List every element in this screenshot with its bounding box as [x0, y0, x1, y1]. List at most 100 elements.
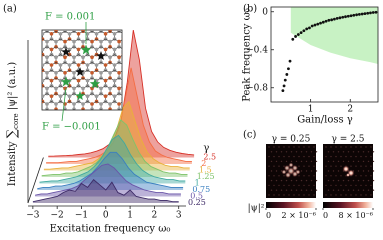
- stability-band: [290, 7, 378, 64]
- lattice-site: [308, 146, 310, 148]
- lattice-site: [27, 29, 31, 33]
- lattice-site: [283, 184, 285, 187]
- lattice-site: [158, 100, 162, 104]
- spectrum-area: [48, 30, 195, 158]
- lattice-site: [350, 184, 352, 187]
- lattice-site: [36, 55, 40, 59]
- lattice-bond: [72, 108, 75, 110]
- lattice-site: [347, 151, 350, 153]
- lattice-site: [310, 160, 313, 163]
- legend-entry: 1.5: [199, 166, 212, 175]
- lattice-site: [176, 115, 180, 119]
- lattice-bond: [160, 94, 165, 97]
- lattice-site: [72, 86, 76, 91]
- lattice-site: [81, 55, 85, 59]
- lattice-bond: [178, 109, 183, 112]
- lattice-bond: [33, 8, 38, 11]
- lattice-site: [167, 115, 171, 119]
- lattice-site: [355, 165, 357, 167]
- lattice-bond: [33, 117, 38, 120]
- lattice-site: [300, 151, 303, 153]
- star-marker: [80, 44, 92, 55]
- lattice-site: [362, 179, 365, 182]
- lattice-site: [347, 179, 350, 182]
- lattice-site: [278, 165, 280, 167]
- lattice-site: [90, 71, 94, 75]
- lattice-bond: [0, 55, 2, 58]
- lattice-bond: [63, 108, 66, 110]
- lattice-bond: [11, 55, 16, 58]
- lattice-site: [18, 102, 22, 106]
- data-point: [360, 12, 364, 16]
- lattice-site: [9, 29, 13, 33]
- lattice-site: [268, 175, 270, 177]
- lattice-site: [340, 165, 342, 167]
- lattice-site: [18, 92, 22, 96]
- y-tick-label: −0.4: [246, 45, 268, 55]
- lattice-site: [305, 189, 308, 191]
- intensity-spot: [284, 165, 290, 171]
- data-point: [316, 22, 320, 26]
- lattice-site: [0, 71, 4, 75]
- lattice-bond: [155, 70, 160, 73]
- lattice-bond: [151, 94, 156, 97]
- lattice-site: [42, 63, 45, 67]
- lattice-site: [5, 16, 9, 20]
- lattice-site: [167, 110, 171, 114]
- lattice-bond: [155, 62, 160, 65]
- lattice-site: [278, 184, 280, 187]
- lattice-site: [76, 47, 81, 52]
- lattice-site: [63, 71, 67, 75]
- lattice-site: [335, 155, 337, 158]
- lattice-bond: [146, 55, 151, 58]
- lattice-site: [32, 37, 36, 41]
- lattice-site: [85, 63, 90, 67]
- lattice-bond: [106, 16, 111, 19]
- data-point: [287, 67, 290, 71]
- lattice-site: [85, 99, 90, 104]
- lattice-site: [104, 16, 108, 20]
- lattice-site: [117, 39, 121, 44]
- lattice-site: [278, 175, 280, 177]
- lattice-bond: [29, 23, 34, 26]
- data-point: [321, 20, 325, 24]
- data-point: [291, 37, 295, 41]
- lattice-site: [72, 39, 76, 44]
- lattice-site: [117, 14, 121, 18]
- lattice-site: [337, 151, 340, 153]
- lattice-site: [310, 189, 313, 191]
- lattice-site: [370, 184, 372, 187]
- lattice-site: [171, 118, 175, 122]
- lattice-bond: [33, 109, 38, 112]
- spectrum-area: [35, 164, 181, 197]
- lattice-bond: [151, 125, 156, 128]
- data-point: [346, 14, 350, 18]
- lattice-bond: [0, 62, 2, 65]
- lattice-site: [347, 189, 350, 191]
- lattice-site: [330, 165, 332, 167]
- lattice-site: [153, 87, 157, 91]
- lattice-bond: [128, 31, 133, 34]
- lattice-site: [32, 110, 36, 114]
- lattice-site: [180, 107, 184, 111]
- data-point: [357, 13, 361, 16]
- annotation: F = 0.001: [45, 12, 95, 23]
- lattice-site: [140, 37, 144, 41]
- lattice-bond: [146, 39, 151, 42]
- spectrum-area: [46, 67, 192, 164]
- lattice-site: [327, 179, 330, 182]
- lattice-site: [298, 194, 300, 196]
- lattice-bond: [110, 23, 115, 26]
- lattice-site: [108, 71, 112, 75]
- lattice-site: [121, 64, 122, 66]
- lattice-site: [54, 86, 58, 91]
- lattice-site: [144, 55, 148, 59]
- lattice-site: [335, 175, 337, 177]
- lattice-site: [121, 48, 122, 51]
- image-title: γ = 0.25: [272, 135, 311, 145]
- lattice-site: [94, 94, 99, 98]
- lattice-bond: [65, 8, 70, 11]
- lattice-bond: [110, 16, 115, 19]
- lattice-bond: [128, 8, 133, 11]
- lattice-bond: [164, 117, 169, 120]
